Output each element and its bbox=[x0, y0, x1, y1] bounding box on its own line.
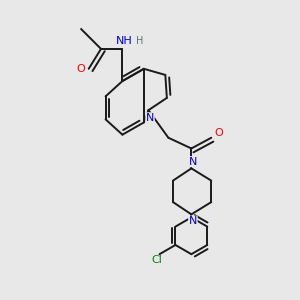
Text: O: O bbox=[77, 64, 85, 74]
Text: Cl: Cl bbox=[151, 255, 162, 265]
Text: O: O bbox=[214, 128, 223, 138]
Text: H: H bbox=[136, 36, 143, 46]
Text: N: N bbox=[146, 113, 154, 123]
Text: N: N bbox=[189, 157, 197, 166]
Text: NH: NH bbox=[116, 36, 132, 46]
Text: N: N bbox=[189, 216, 197, 226]
